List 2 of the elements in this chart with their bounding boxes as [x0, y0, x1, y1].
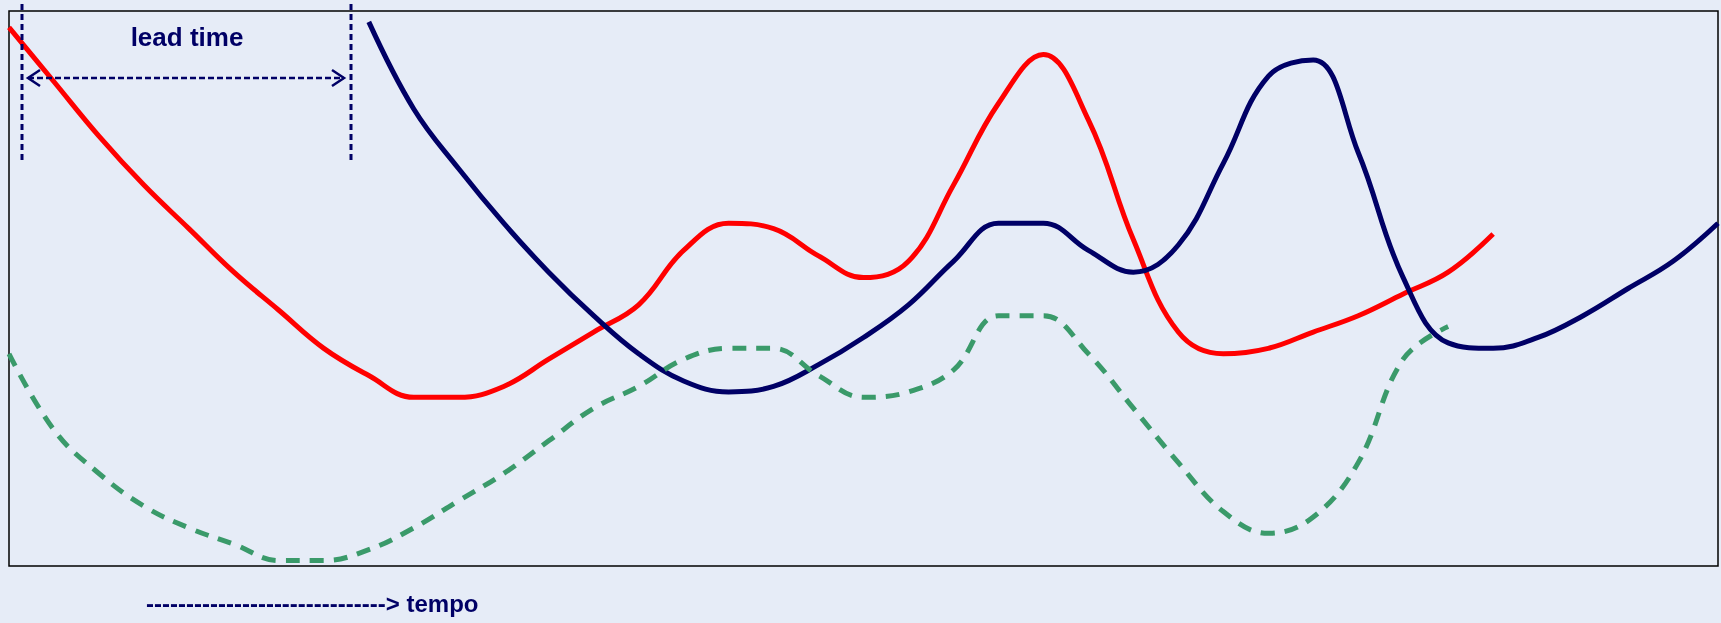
x-axis-title: ------------------------------> tempo	[146, 590, 479, 618]
annotation: lead time	[130, 22, 244, 53]
